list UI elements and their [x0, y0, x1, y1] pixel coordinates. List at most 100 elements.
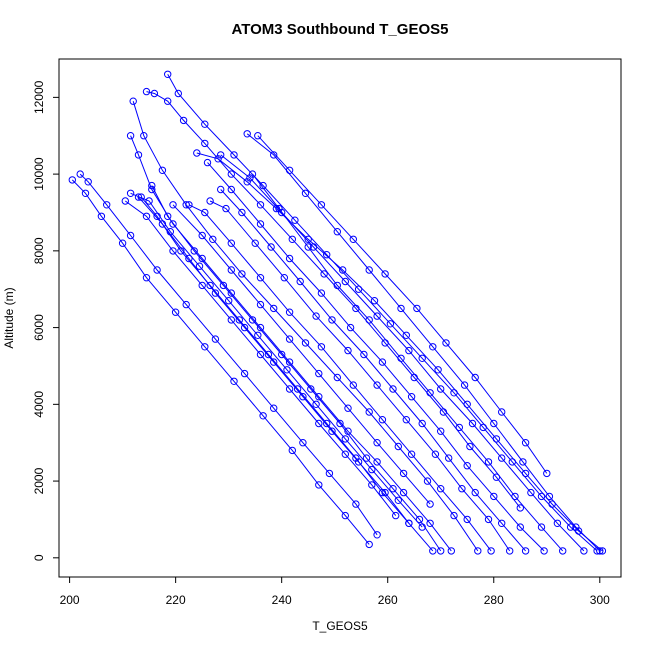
profile-series [254, 132, 551, 478]
data-point [484, 458, 493, 466]
profile-line [79, 173, 378, 536]
y-axis: 0 2000 4000 6000 8000 10000 12000 [32, 80, 60, 561]
data-point [315, 419, 323, 428]
data-point [256, 220, 265, 228]
data-point [325, 469, 334, 478]
data-point [217, 185, 225, 194]
y-tick-label: 4000 [32, 391, 46, 418]
data-point [283, 366, 291, 374]
data-point [333, 373, 341, 382]
data-point [291, 216, 299, 224]
data-point [346, 323, 355, 332]
data-point [455, 423, 463, 432]
data-point [227, 289, 236, 297]
data-point [394, 496, 402, 504]
data-point [68, 176, 77, 184]
data-point [270, 151, 278, 159]
data-point [256, 201, 265, 209]
y-axis-label: Altitude (m) [2, 287, 16, 348]
data-point [148, 181, 156, 190]
data-point [296, 277, 304, 286]
data-point [344, 404, 352, 412]
data-point [341, 511, 349, 520]
profile-line [196, 152, 603, 552]
profile-series [203, 158, 548, 555]
profile-line [209, 200, 511, 552]
data-point [256, 350, 265, 359]
data-point [267, 243, 275, 251]
data-point [537, 492, 546, 501]
data-point [463, 462, 471, 470]
plot-area [68, 70, 607, 555]
data-point [76, 170, 84, 178]
data-point [315, 369, 323, 378]
data-point [445, 454, 453, 462]
profile-line [132, 101, 479, 552]
profile-series [129, 97, 482, 555]
x-tick-label: 220 [166, 593, 186, 607]
data-point [405, 519, 413, 527]
profile-line [140, 196, 434, 552]
data-point [256, 323, 265, 332]
data-point [370, 297, 379, 305]
y-tick-label: 8000 [32, 237, 46, 264]
data-point [179, 116, 188, 125]
data-point [341, 435, 349, 443]
data-point [463, 515, 471, 524]
x-tick-label: 240 [272, 593, 292, 607]
data-point [492, 473, 501, 481]
data-point [323, 251, 331, 259]
data-point [293, 385, 302, 393]
data-point [328, 316, 336, 324]
data-point [217, 151, 225, 159]
profile-series [142, 87, 524, 512]
data-point [209, 235, 217, 244]
data-point [201, 343, 209, 351]
data-point [362, 454, 371, 462]
y-tick-label: 10000 [32, 157, 46, 191]
profile-series [193, 149, 607, 555]
profile-line [252, 173, 564, 552]
data-point [142, 274, 151, 282]
x-tick-label: 200 [60, 593, 80, 607]
data-point [447, 547, 455, 555]
data-point [580, 547, 588, 555]
data-point [285, 358, 294, 366]
data-point [211, 335, 220, 343]
data-point [227, 316, 236, 324]
data-point [320, 270, 328, 278]
profile-line [151, 185, 442, 552]
data-point [299, 393, 307, 401]
data-point [309, 243, 318, 251]
profile-line [138, 196, 410, 524]
data-point [360, 350, 368, 359]
data-point [373, 531, 381, 539]
data-point [352, 304, 360, 313]
data-point [354, 285, 363, 293]
profile-line [130, 192, 423, 528]
data-point [193, 149, 201, 157]
data-point [285, 308, 294, 316]
y-tick-label: 12000 [32, 80, 46, 114]
data-point [333, 228, 341, 236]
data-point [442, 339, 450, 347]
data-point [317, 289, 326, 297]
data-point [392, 511, 400, 520]
data-point [508, 458, 516, 466]
data-point [352, 500, 360, 508]
data-point [389, 385, 397, 393]
profile-series [121, 197, 400, 520]
data-point [142, 212, 151, 221]
data-point [413, 304, 421, 313]
data-point [169, 201, 177, 209]
data-point [381, 270, 389, 278]
data-point [270, 358, 278, 366]
data-point [219, 281, 228, 290]
data-point [84, 178, 92, 186]
data-point [336, 419, 344, 428]
profile-line [246, 133, 601, 552]
data-point [344, 346, 352, 355]
data-point [103, 201, 111, 209]
profile-series [68, 176, 373, 549]
data-point [97, 212, 106, 221]
